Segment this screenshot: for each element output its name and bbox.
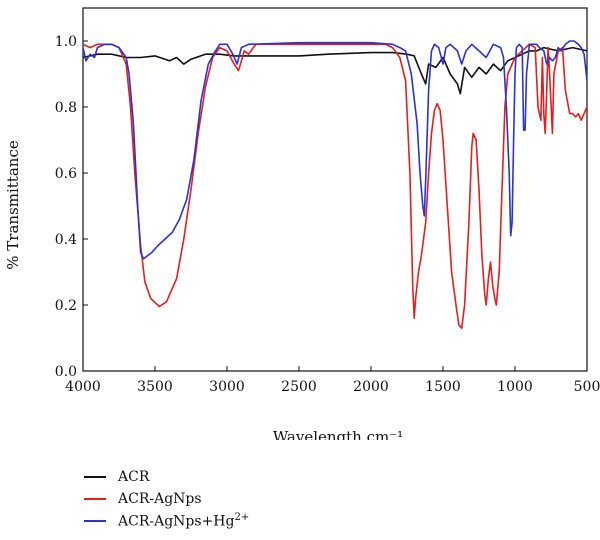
legend-swatch-acr-agnps-hg — [84, 520, 106, 522]
y-tick-label: 0.8 — [55, 100, 77, 116]
x-tick-label: 2000 — [353, 379, 389, 395]
legend-label-base: ACR-AgNps+Hg — [118, 513, 235, 530]
legend-swatch-acr — [84, 476, 106, 478]
series-line-2 — [82, 40, 588, 260]
legend: ACR ACR-AgNps ACR-AgNps+Hg2+ — [84, 466, 384, 532]
plot-area — [82, 7, 588, 372]
series-line-0 — [82, 46, 588, 95]
axes-layer: 4000 3500 3000 2500 2000 1500 1000 500 0.0 0.2 0.4… — [55, 34, 600, 395]
x-tick-label: 3000 — [209, 379, 245, 395]
legend-item-acr-agnps-hg: ACR-AgNps+Hg2+ — [84, 510, 384, 532]
legend-item-acr: ACR — [84, 466, 384, 488]
y-tick-label: 0.2 — [55, 298, 77, 314]
x-tick-label: 500 — [574, 379, 600, 395]
x-tick-label: 1500 — [425, 379, 461, 395]
y-tick-label: 1.0 — [55, 34, 77, 50]
x-tick-label: 4000 — [65, 379, 101, 395]
series-layer — [82, 40, 588, 329]
series-line-1 — [82, 43, 588, 329]
legend-label-acr: ACR — [118, 469, 150, 485]
y-tick-label: 0.4 — [55, 232, 77, 248]
x-tick-label: 2500 — [281, 379, 317, 395]
y-tick-label: 0.6 — [55, 166, 77, 182]
legend-swatch-acr-agnps — [84, 498, 106, 500]
x-tick-label: 1000 — [497, 379, 533, 395]
y-axis-title: % Transmittance — [4, 140, 22, 270]
legend-label-acr-agnps-hg: ACR-AgNps+Hg2+ — [118, 512, 249, 530]
ir-spectrum-chart: 4000 3500 3000 2500 2000 1500 1000 500 0.0 0.2 0.4… — [4, 7, 600, 440]
legend-label-acr-agnps: ACR-AgNps — [118, 491, 202, 507]
plot-frame — [82, 7, 588, 372]
legend-label-superscript: 2+ — [234, 512, 250, 524]
x-axis-title: Wavelength cm⁻¹ — [273, 428, 403, 440]
x-tick-label: 3500 — [137, 379, 173, 395]
y-tick-label: 0.0 — [55, 364, 77, 380]
legend-item-acr-agnps: ACR-AgNps — [84, 488, 384, 510]
